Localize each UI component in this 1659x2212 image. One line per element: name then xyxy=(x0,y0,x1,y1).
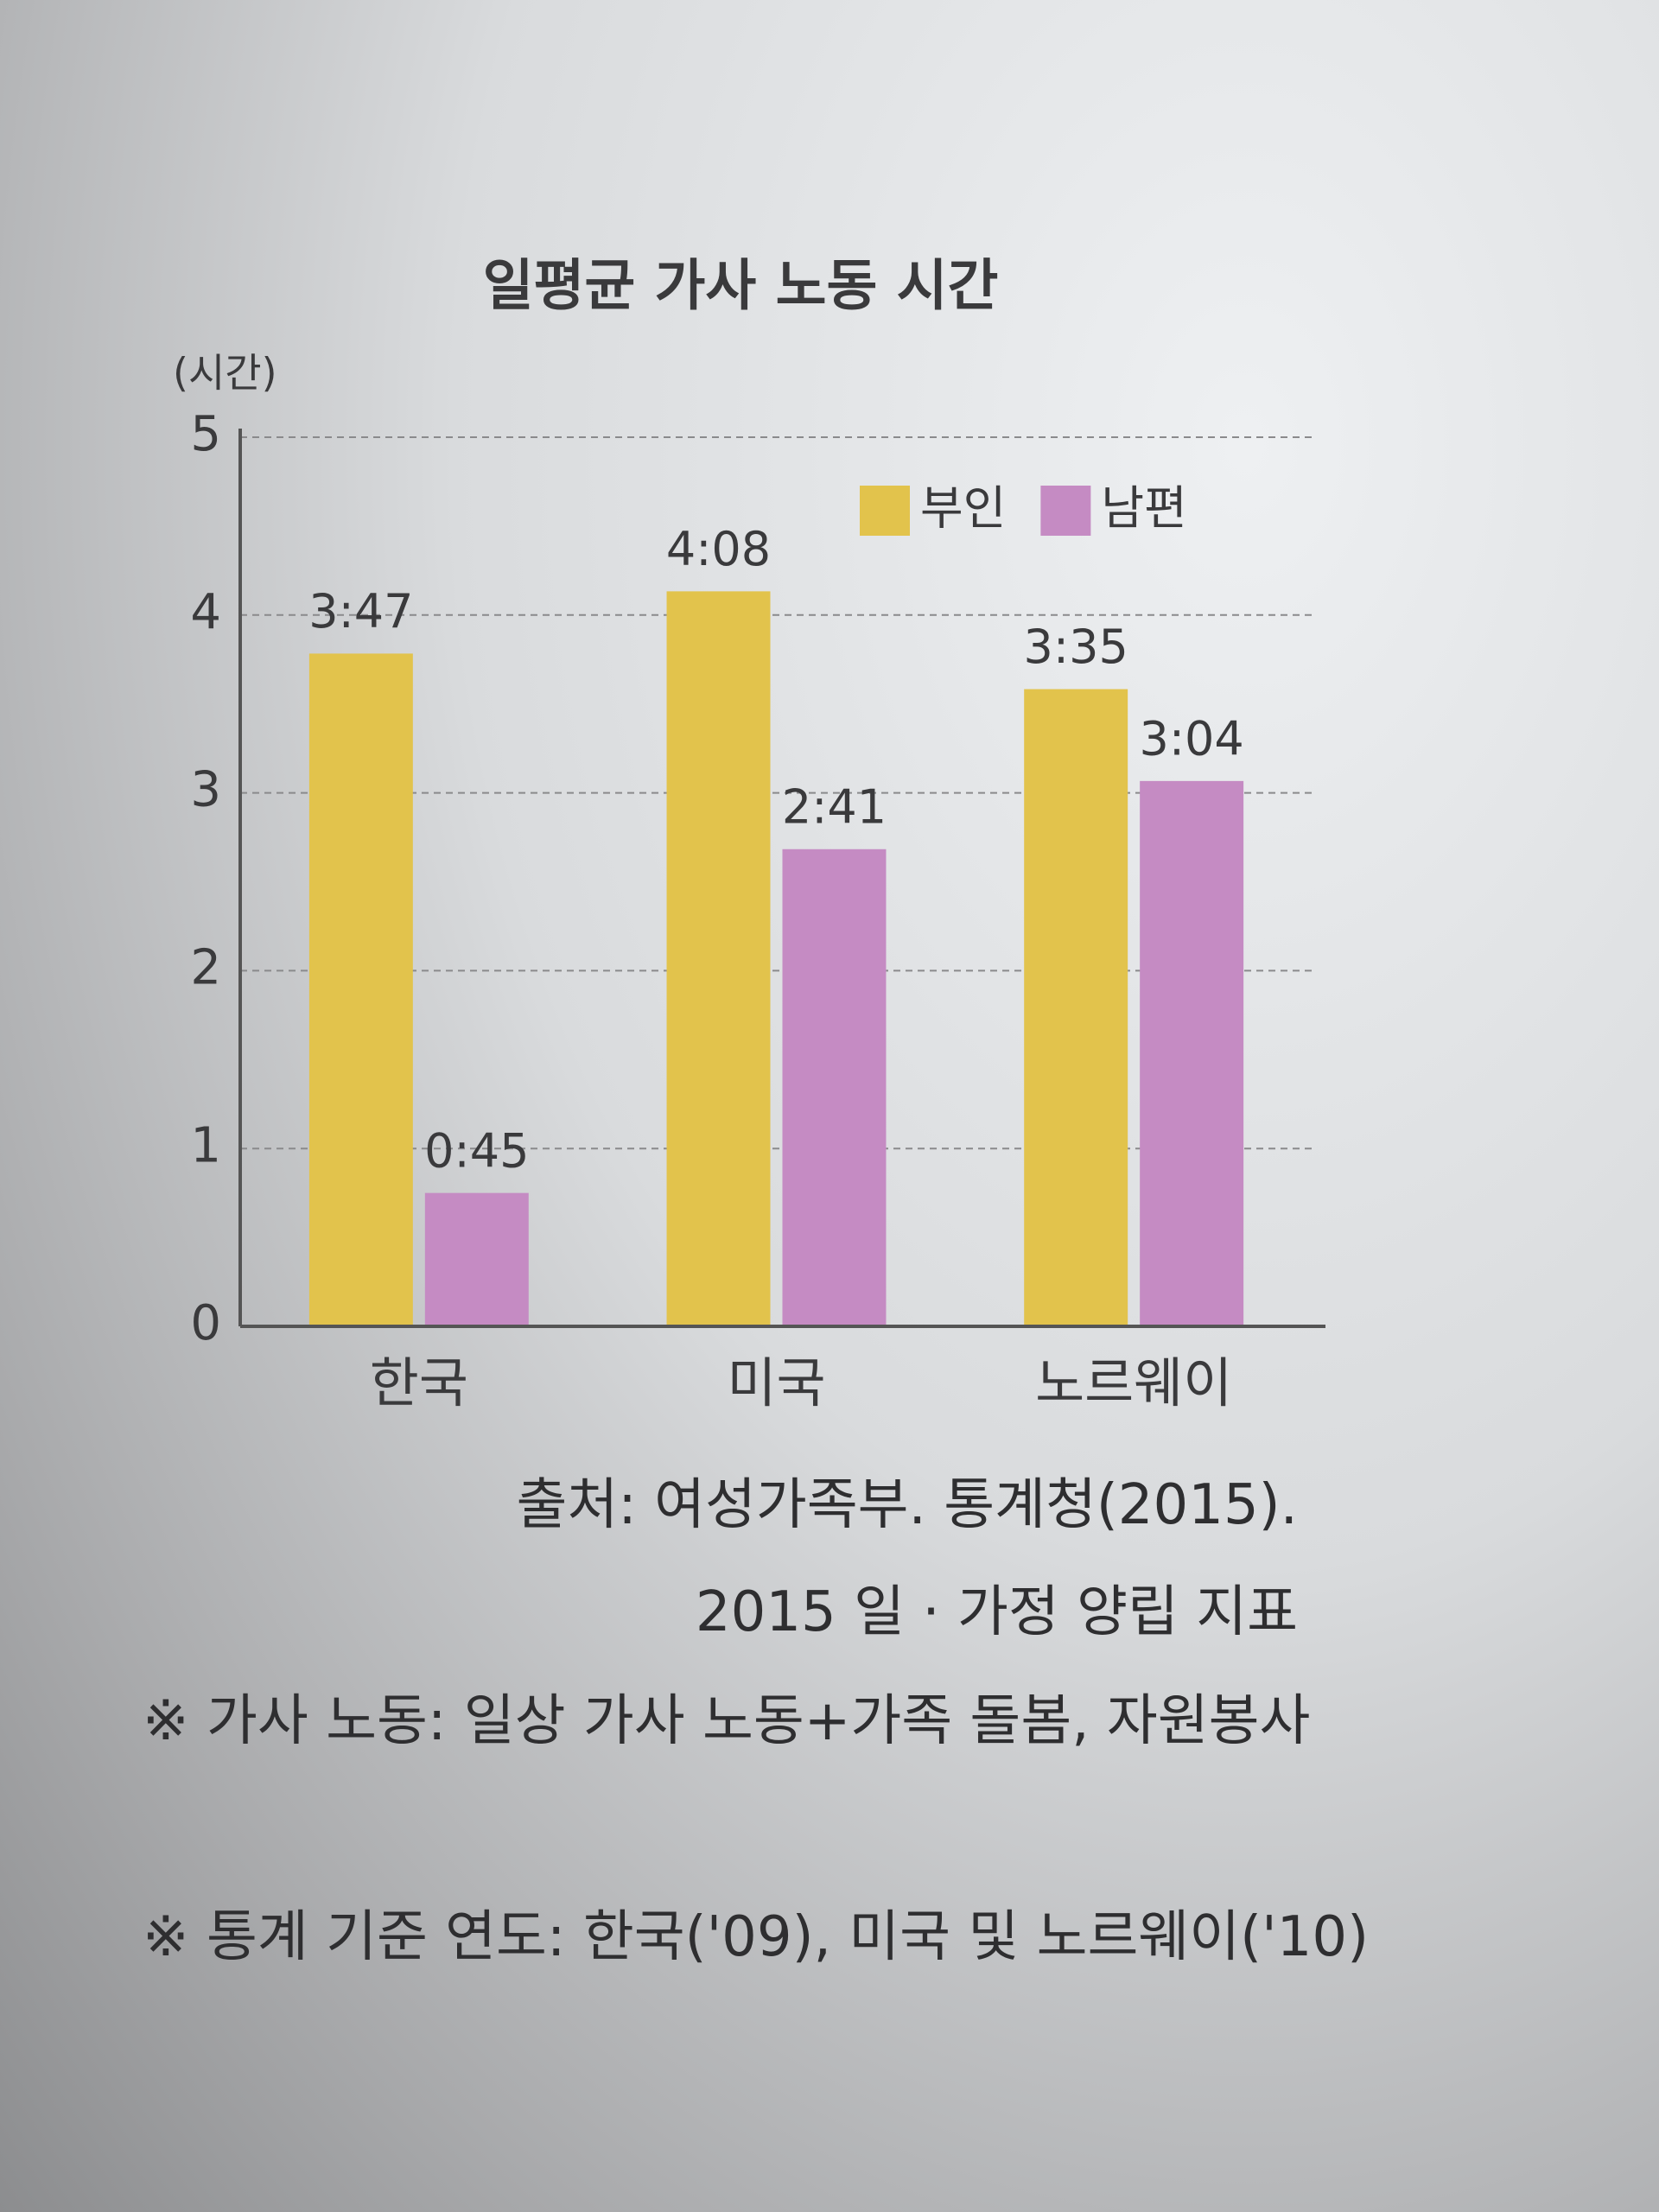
source-line: 출처: 여성가족부. 통계청(2015). xyxy=(516,1473,1298,1537)
legend-label: 부인 xyxy=(920,481,1006,536)
legend-swatch xyxy=(1040,486,1091,536)
value-label: 0:45 xyxy=(424,1123,529,1178)
bar xyxy=(308,653,413,1326)
x-tick-label: 미국 xyxy=(727,1351,825,1414)
bar xyxy=(782,849,887,1326)
y-tick-label: 0 xyxy=(190,1295,221,1351)
value-label: 3:35 xyxy=(1024,620,1128,674)
y-axis-label: (시간) xyxy=(173,350,277,397)
x-tick-label: 노르웨이 xyxy=(1035,1351,1232,1414)
y-tick-label: 1 xyxy=(190,1117,221,1173)
value-label: 2:41 xyxy=(782,779,887,834)
y-tick-label: 4 xyxy=(190,584,221,640)
value-label: 4:08 xyxy=(666,522,771,576)
source-line: 2015 일 · 가정 양립 지표 xyxy=(695,1580,1298,1644)
bar xyxy=(1024,689,1128,1326)
bar xyxy=(424,1192,529,1326)
value-label: 3:04 xyxy=(1140,712,1244,766)
bar xyxy=(666,591,771,1326)
value-label: 3:47 xyxy=(308,584,413,639)
x-tick-label: 한국 xyxy=(370,1351,468,1414)
legend-label: 남편 xyxy=(1101,481,1186,536)
y-tick-label: 2 xyxy=(190,940,221,996)
note: ※ 가사 노동: 일상 가사 노동+가족 돌봄, 자원봉사 xyxy=(143,1689,1311,1753)
legend-swatch xyxy=(860,486,910,536)
note: ※ 통계 기준 연도: 한국('09), 미국 및 노르웨이('10) xyxy=(143,1905,1370,1969)
y-tick-label: 5 xyxy=(190,406,221,462)
bar xyxy=(1140,780,1244,1326)
chart-title: 일평균 가사 노동 시간 xyxy=(483,255,999,319)
source: 출처: 여성가족부. 통계청(2015). 2015 일 · 가정 양립 지표 xyxy=(516,1452,1298,1666)
y-tick-label: 3 xyxy=(190,762,221,818)
